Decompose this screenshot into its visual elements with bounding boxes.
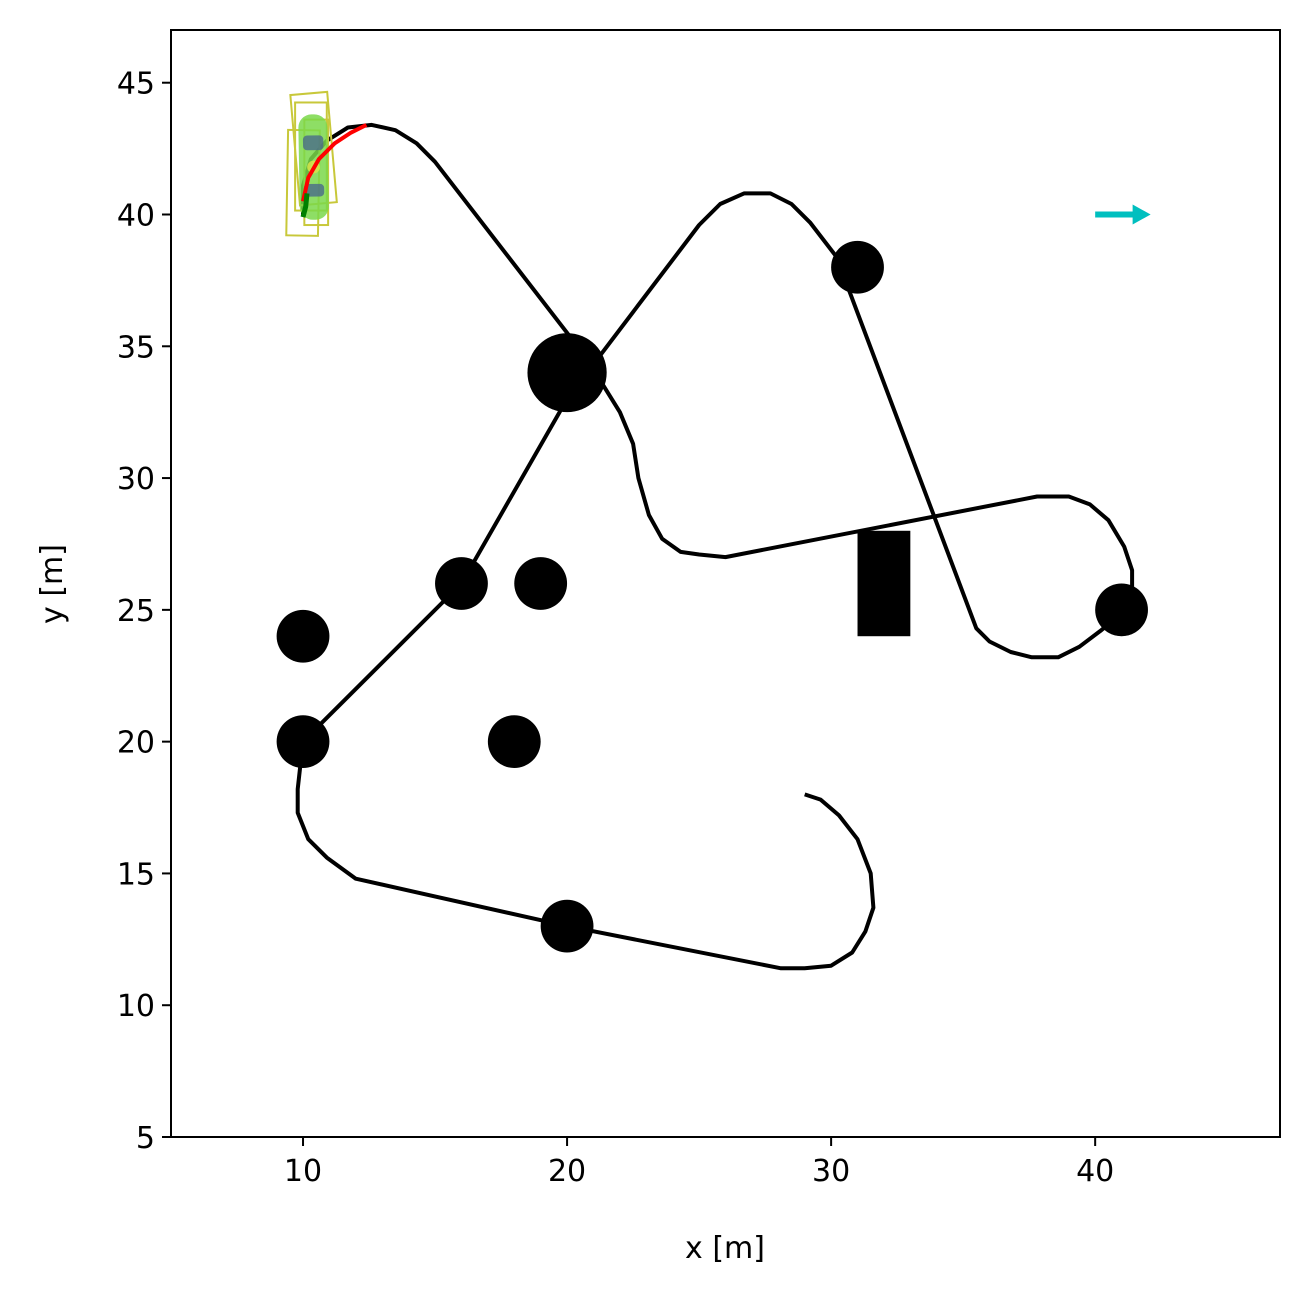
vehicle-windshield [302,135,324,151]
plot-frame [170,29,1281,1138]
y-tick-label: 10 [117,989,155,1024]
y-axis-label: y [m] [35,544,70,624]
goal-arrow [1095,204,1151,225]
x-tick-label: 40 [1076,1154,1114,1189]
circle-obstacle-8 [487,715,541,769]
circle-obstacle-4 [276,609,330,663]
circle-obstacle-1 [527,333,607,413]
planned-path-line [301,123,368,202]
y-tick-label: 35 [117,330,155,365]
y-tick-label: 40 [117,199,155,234]
y-tick-label: 20 [117,726,155,761]
vehicle-rear-window [303,183,325,197]
y-tick-label: 25 [117,594,155,629]
reference-path-line [295,122,1135,971]
y-tick-label: 45 [117,67,155,102]
circle-obstacle-2 [831,240,884,294]
data-layer [276,90,1151,971]
x-tick-label: 10 [284,1154,322,1189]
circle-obstacle-6 [435,557,488,610]
circle-obstacle-9 [540,899,594,953]
executed-path-line [300,193,310,218]
x-tick-label: 20 [548,1154,586,1189]
x-axis-ticks: 10 20 30 40 [284,1137,1114,1189]
y-tick-label: 5 [136,1121,155,1156]
circle-obstacle-3 [1095,583,1148,637]
rect-obstacle-1 [857,530,911,637]
y-tick-label: 30 [117,462,155,497]
x-axis-label: x [m] [685,1231,765,1266]
circle-obstacle-7 [514,557,568,610]
plot-area [171,30,1280,1137]
y-axis-ticks: 5 10 15 20 25 30 35 40 45 [117,67,171,1156]
goal-arrow-head [1132,204,1151,225]
x-tick-label: 30 [812,1154,850,1189]
y-tick-label: 15 [117,857,155,892]
circle-obstacle-5 [276,715,330,769]
